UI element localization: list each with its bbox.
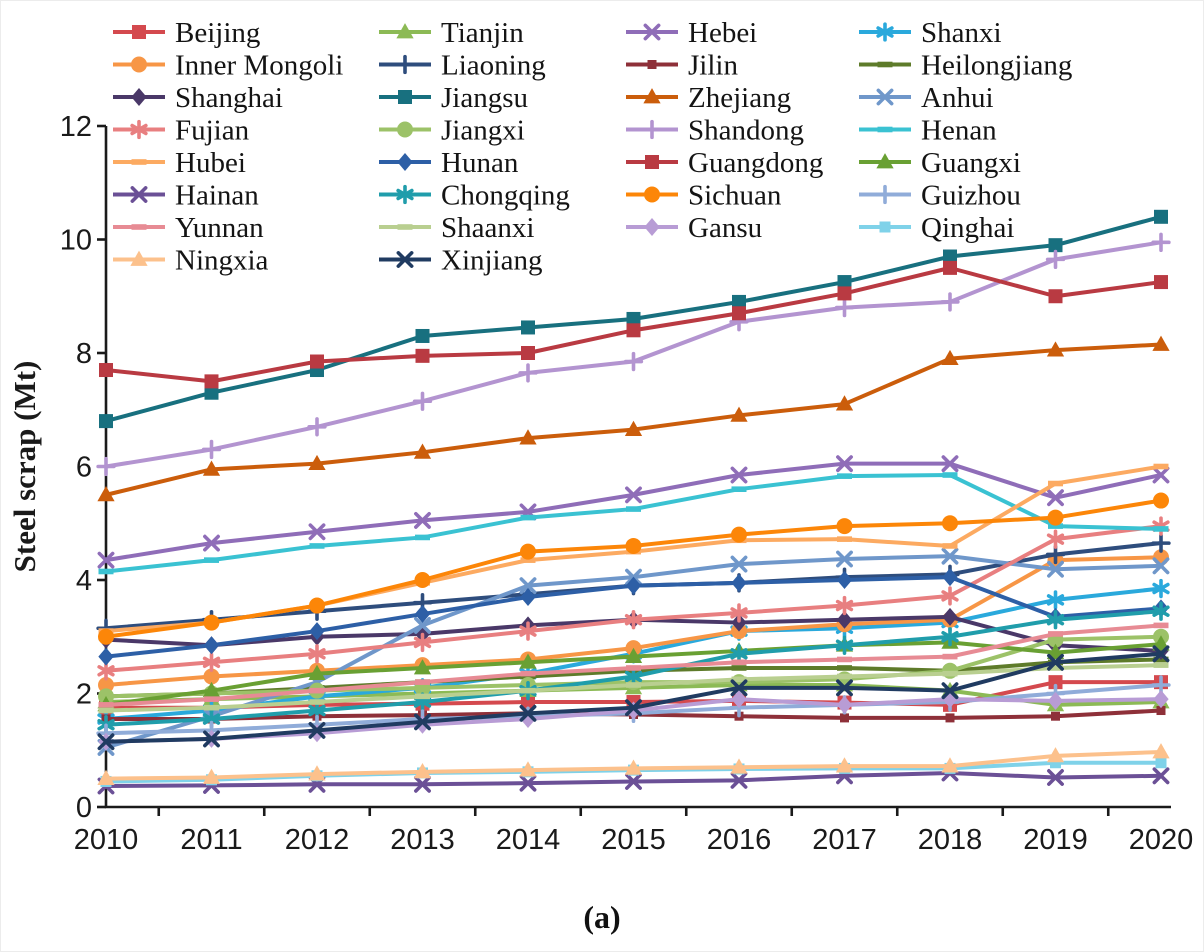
svg-text:6: 6 [76, 452, 92, 484]
svg-text:2011: 2011 [180, 824, 242, 856]
svg-text:Guangxi: Guangxi [921, 147, 1021, 179]
svg-text:0: 0 [76, 792, 92, 824]
svg-text:Guizhou: Guizhou [921, 180, 1021, 212]
svg-text:Jiangsu: Jiangsu [441, 82, 528, 114]
svg-text:Chongqing: Chongqing [441, 180, 570, 212]
svg-text:Fujian: Fujian [175, 115, 250, 147]
svg-text:Shanxi: Shanxi [921, 17, 1002, 49]
svg-text:2017: 2017 [812, 824, 877, 856]
svg-text:Liaoning: Liaoning [441, 50, 546, 82]
svg-text:2: 2 [76, 679, 92, 711]
svg-text:Hunan: Hunan [441, 147, 519, 179]
svg-text:Heilongjiang: Heilongjiang [921, 50, 1072, 82]
svg-text:2010: 2010 [74, 824, 139, 856]
steel-scrap-line-chart: 0 2 4 6 8 10 12 2010 2011 2012 2013 2014 2015 2016 201… [7, 17, 1194, 856]
subfigure-caption: (a) [583, 899, 621, 935]
svg-text:Beijing: Beijing [175, 17, 260, 49]
svg-text:Zhejiang: Zhejiang [688, 82, 791, 114]
svg-text:10: 10 [60, 225, 92, 257]
svg-text:Tianjin: Tianjin [441, 17, 524, 49]
svg-text:Steel scrap (Mt): Steel scrap (Mt) [7, 361, 42, 573]
svg-text:Shanghai: Shanghai [175, 82, 283, 114]
svg-text:Shaanxi: Shaanxi [441, 212, 534, 244]
svg-text:12: 12 [60, 111, 92, 143]
svg-text:Inner Mongoli: Inner Mongoli [175, 50, 343, 82]
svg-text:Hubei: Hubei [175, 147, 246, 179]
svg-text:Gansu: Gansu [688, 212, 762, 244]
svg-text:2014: 2014 [496, 824, 561, 856]
svg-text:Sichuan: Sichuan [688, 180, 782, 212]
svg-text:Yunnan: Yunnan [175, 212, 264, 244]
svg-text:Jiangxi: Jiangxi [441, 115, 525, 147]
svg-text:2012: 2012 [285, 824, 350, 856]
svg-text:4: 4 [76, 565, 92, 597]
svg-text:2020: 2020 [1129, 824, 1194, 856]
svg-text:Anhui: Anhui [921, 82, 994, 114]
svg-text:Henan: Henan [921, 115, 997, 147]
svg-text:Ningxia: Ningxia [175, 245, 269, 277]
svg-text:2016: 2016 [707, 824, 772, 856]
svg-text:8: 8 [76, 338, 92, 370]
svg-text:2013: 2013 [390, 824, 455, 856]
svg-text:Guangdong: Guangdong [688, 147, 823, 179]
svg-text:Xinjiang: Xinjiang [441, 245, 543, 277]
svg-text:Hainan: Hainan [175, 180, 259, 212]
svg-text:2019: 2019 [1023, 824, 1088, 856]
svg-text:Shandong: Shandong [688, 115, 804, 147]
svg-text:Qinghai: Qinghai [921, 212, 1014, 244]
svg-text:Hebei: Hebei [688, 17, 757, 49]
svg-text:2018: 2018 [918, 824, 983, 856]
svg-text:Jilin: Jilin [688, 50, 738, 82]
svg-text:2015: 2015 [601, 824, 666, 856]
